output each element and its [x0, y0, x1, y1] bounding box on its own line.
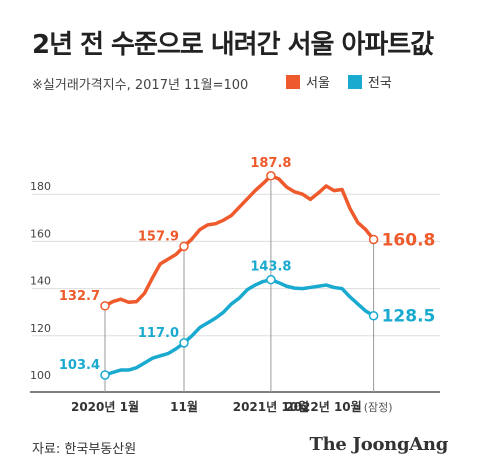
- brand-logo: The JoongAng: [309, 434, 449, 455]
- x-tick-label-2: 2021년 10월: [233, 399, 309, 414]
- y-tick-label-180: 180: [30, 180, 51, 193]
- data-label-seoul-34: 160.8: [382, 231, 436, 251]
- legend-label-seoul: 서울: [306, 76, 330, 91]
- series-line-national: [103, 277, 376, 377]
- data-label-national-10: 117.0: [138, 326, 179, 341]
- data-label-national-34: 128.5: [382, 307, 436, 327]
- legend-item-national: 전국: [347, 72, 392, 91]
- data-point-seoul-21: [266, 171, 276, 181]
- legend-swatch-seoul: [286, 74, 300, 89]
- x-tick-suffix: (잠정): [364, 401, 393, 414]
- data-point-national-21: [266, 274, 276, 285]
- chart-subtitle: ※실거래가격지수, 2017년 11월=100: [32, 78, 249, 93]
- data-point-national-10: [179, 338, 189, 348]
- data-point-national-34: [368, 310, 379, 321]
- legend-swatch-national: [347, 74, 362, 89]
- y-tick-label-120: 120: [30, 322, 51, 335]
- x-tick-label-1: 11월: [170, 399, 198, 414]
- data-label-national-21: 143.8: [250, 260, 291, 275]
- data-label-seoul-0: 132.7: [59, 289, 100, 304]
- y-tick-label-140: 140: [30, 275, 51, 288]
- legend-label-national: 전국: [367, 76, 392, 91]
- y-tick-label-100: 100: [30, 369, 51, 382]
- x-tick-label-0: 2020년 1월: [71, 399, 139, 414]
- data-label-seoul-10: 157.9: [138, 229, 179, 244]
- data-label-seoul-21: 187.8: [250, 156, 291, 171]
- legend: 서울 전국: [286, 72, 392, 91]
- data-point-seoul-34: [368, 234, 379, 245]
- y-tick-label-160: 160: [30, 227, 51, 240]
- data-point-seoul-0: [100, 301, 110, 311]
- x-tick-label-3: 2022년 10월: [285, 399, 361, 414]
- series-line-seoul: [103, 174, 376, 308]
- data-point-national-0: [100, 370, 110, 380]
- chart-title: 2년 전 수준으로 내려간 서울 아파트값: [32, 30, 434, 60]
- source-note: 자료: 한국부동산원: [32, 442, 137, 457]
- legend-item-seoul: 서울: [286, 72, 330, 91]
- data-point-seoul-10: [179, 241, 189, 252]
- data-label-national-0: 103.4: [59, 358, 100, 373]
